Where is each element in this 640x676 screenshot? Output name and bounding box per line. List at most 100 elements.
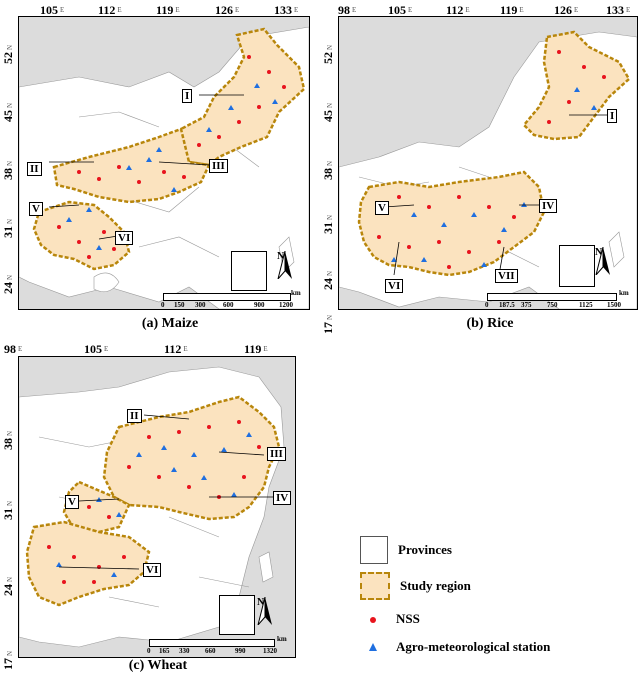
lat-tick: 38N (1, 430, 15, 450)
zone-label: VII (495, 269, 518, 283)
zone-label: VI (385, 279, 404, 293)
agro-triangle-icon (360, 638, 386, 656)
scale-label: 0 (161, 301, 165, 309)
caption-rice: (b) Rice (466, 316, 514, 331)
legend-provinces: Provinces (360, 536, 452, 564)
maize-agro-points (66, 83, 278, 250)
lat-tick: 24N (1, 576, 15, 596)
study-region-rice (357, 30, 631, 277)
lon-tick: 119 E (156, 3, 180, 17)
scale-label: 1125 (579, 301, 593, 309)
scale-label: 0 (147, 647, 151, 655)
lat-tick: 38N (1, 160, 15, 180)
scale-unit: km (619, 289, 629, 297)
scale-unit: km (291, 289, 301, 297)
lon-tick: 105 E (388, 3, 413, 17)
lat-tick: 52N (321, 44, 335, 64)
scale-label: 150 (174, 301, 185, 309)
scale-label: 165 (159, 647, 170, 655)
lat-tick: 31N (1, 218, 15, 238)
zone-label: IV (273, 491, 292, 505)
lon-tick: 126 E (215, 3, 240, 17)
lon-tick: 112 E (164, 342, 188, 356)
zone-label: IV (539, 199, 558, 213)
lon-tick: 112 E (98, 3, 122, 17)
scale-label: 0 (485, 301, 489, 309)
lat-tick: 31N (321, 214, 335, 234)
lon-tick: 112 E (446, 3, 470, 17)
lon-tick: 133 E (274, 3, 299, 17)
caption-wheat: (c) Wheat (128, 658, 188, 673)
lat-tick: 45N (1, 102, 15, 122)
north-arrow: N (277, 251, 292, 279)
maize-map: I II III V VI N 0 150 300 600 900 1200 k… (18, 16, 310, 310)
zone-label: I (607, 109, 618, 123)
zone-label: VI (115, 231, 134, 245)
legend-label: Agro-meteorological station (396, 639, 551, 654)
scale-label: 1200 (279, 301, 293, 309)
scale-label: 990 (235, 647, 246, 655)
scale-bar (149, 639, 275, 647)
wheat-map: II III IV V VI N 0 165 330 660 990 1320 … (18, 356, 296, 658)
zone-label: I (182, 89, 193, 103)
scale-label: 330 (179, 647, 190, 655)
lat-tick: 52N (1, 44, 15, 64)
lat-tick: 17N (321, 314, 335, 334)
legend-label: Provinces (398, 542, 452, 557)
lon-tick: 105 E (84, 342, 109, 356)
rice-map-svg (339, 30, 637, 309)
lat-tick: 24N (321, 270, 335, 290)
study-region-swatch (360, 572, 390, 600)
zone-label: II (27, 162, 42, 176)
scale-label: 1500 (607, 301, 621, 309)
zone-label: V (375, 201, 389, 215)
nss-dot-icon (360, 610, 386, 628)
lat-tick: 38N (321, 160, 335, 180)
zone-label: VI (143, 563, 162, 577)
south-china-sea-inset (231, 251, 267, 291)
lat-tick: 45N (321, 102, 335, 122)
maize-map-svg (19, 26, 309, 309)
zone-label: III (267, 447, 286, 461)
zone-label: V (65, 495, 79, 509)
legend-label: Study region (400, 578, 471, 593)
maize-nss-points (57, 55, 286, 259)
lat-tick: 31N (1, 500, 15, 520)
legend-study-region: Study region (360, 572, 471, 600)
scale-label: 375 (521, 301, 532, 309)
lon-tick: 119 E (244, 342, 268, 356)
scale-label: 187.5 (499, 301, 515, 309)
north-arrow: N (595, 247, 610, 275)
lon-tick: 119 E (500, 3, 524, 17)
scale-bar (487, 293, 617, 301)
wheat-agro-points (56, 432, 252, 577)
zone-label: III (209, 159, 228, 173)
lon-tick: 133 E (606, 3, 631, 17)
south-china-sea-inset (219, 595, 255, 635)
scale-label: 750 (547, 301, 558, 309)
scale-unit: km (277, 635, 287, 643)
legend-nss: NSS (360, 610, 420, 628)
north-arrow: N (257, 597, 272, 625)
lon-tick: 98 E (338, 3, 357, 17)
caption-maize: (a) Maize (141, 316, 199, 331)
zone-label: V (29, 202, 43, 216)
lat-tick: 17N (1, 650, 15, 670)
south-china-sea-inset (559, 245, 595, 287)
scale-bar (163, 293, 291, 301)
scale-label: 300 (195, 301, 206, 309)
scale-label: 1320 (263, 647, 277, 655)
legend-agro: Agro-meteorological station (360, 638, 550, 656)
lon-tick: 98 E (4, 342, 23, 356)
legend-label: NSS (396, 611, 420, 626)
wheat-nss-points (47, 420, 261, 584)
lon-tick: 105 E (40, 3, 65, 17)
scale-label: 900 (254, 301, 265, 309)
lat-tick: 24N (1, 274, 15, 294)
study-region-wheat (25, 395, 281, 607)
scale-label: 600 (223, 301, 234, 309)
wheat-map-svg (19, 366, 289, 648)
lon-tick: 126 E (554, 3, 579, 17)
rice-map: I IV V VI VII N 0 187.5 375 750 1125 150… (338, 16, 638, 310)
rice-agro-points (391, 87, 597, 267)
